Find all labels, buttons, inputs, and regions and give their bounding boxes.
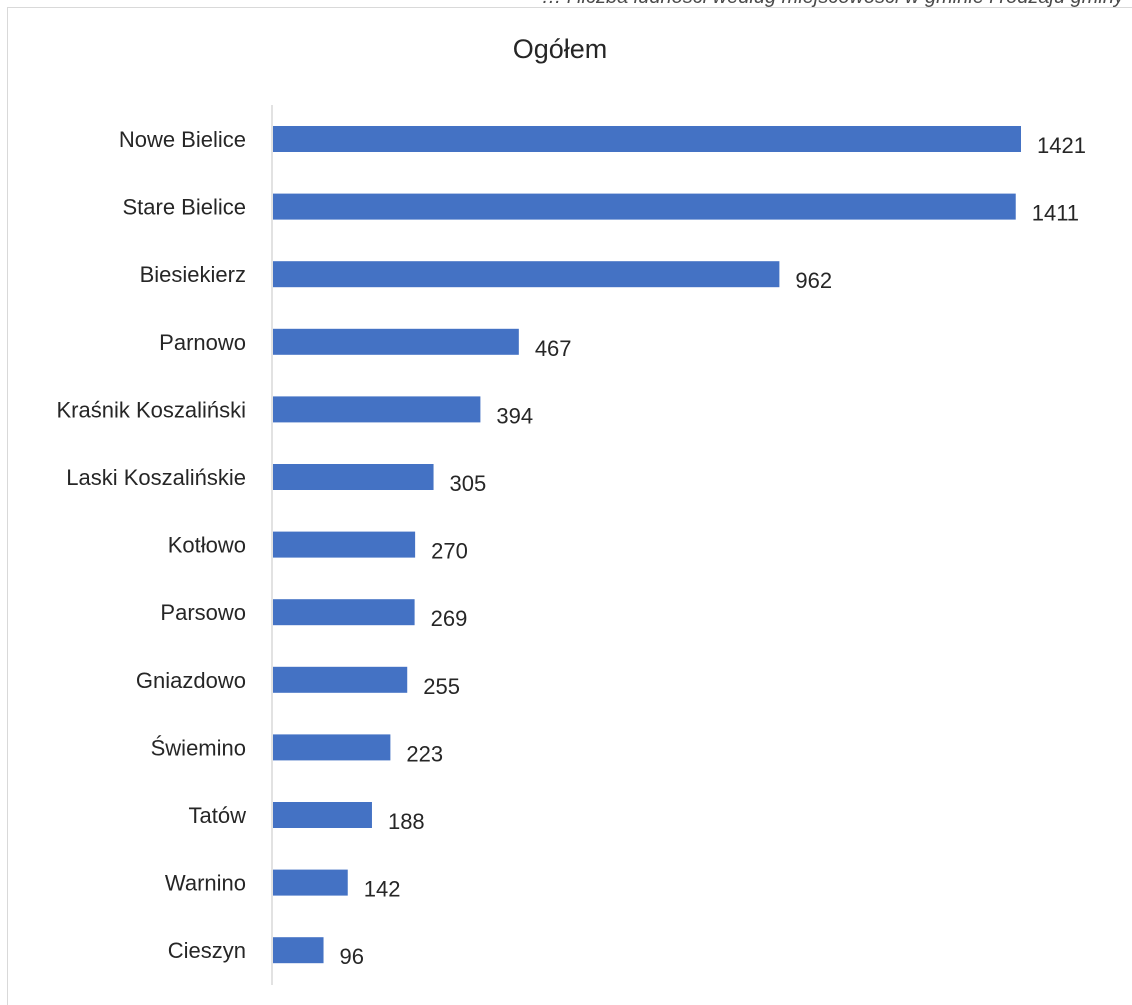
bar-8: [273, 666, 408, 693]
bar-6: [273, 531, 416, 558]
bar-1: [273, 193, 1016, 220]
data-label: 188: [388, 809, 425, 834]
bar-5: [273, 464, 434, 490]
clipped-header-text: … i liczba ludności według miejscowości …: [0, 0, 1132, 8]
category-label: Nowe Bielice: [119, 127, 246, 152]
category-label: Tatów: [189, 803, 247, 828]
chart-title: Ogółem: [512, 34, 608, 64]
category-label: Laski Koszalińskie: [66, 465, 246, 490]
category-label: Warnino: [165, 871, 246, 896]
data-label: 142: [364, 877, 401, 902]
bar-11: [273, 869, 348, 896]
bar-12: [273, 937, 324, 964]
bar-4: [273, 396, 481, 423]
category-label: Stare Bielice: [122, 195, 246, 220]
data-label: 1421: [1037, 133, 1086, 158]
category-label: Kraśnik Koszaliński: [56, 397, 246, 422]
category-label: Gniazdowo: [136, 668, 246, 693]
category-label: Parsowo: [160, 600, 246, 625]
data-label: 270: [431, 539, 468, 564]
bar-10: [273, 802, 372, 828]
bar-3: [273, 328, 519, 355]
data-label: 467: [535, 336, 572, 361]
data-label: 1411: [1032, 201, 1079, 226]
bar-7: [273, 599, 415, 626]
category-label: Świemino: [151, 735, 246, 760]
chart-frame: [7, 7, 1132, 1005]
category-label: Kotłowo: [168, 533, 246, 558]
data-label: 394: [496, 403, 533, 428]
bar-0: [273, 126, 1021, 152]
data-label: 305: [450, 471, 487, 496]
data-label: 96: [340, 944, 364, 969]
category-label: Parnowo: [159, 330, 246, 355]
data-label: 223: [406, 741, 443, 766]
category-label: Cieszyn: [168, 938, 246, 963]
data-label: 962: [795, 268, 832, 293]
data-label: 255: [423, 674, 460, 699]
bar-9: [273, 734, 391, 761]
bar-2: [273, 261, 780, 288]
category-label: Biesiekierz: [140, 262, 246, 287]
data-label: 269: [431, 606, 468, 631]
